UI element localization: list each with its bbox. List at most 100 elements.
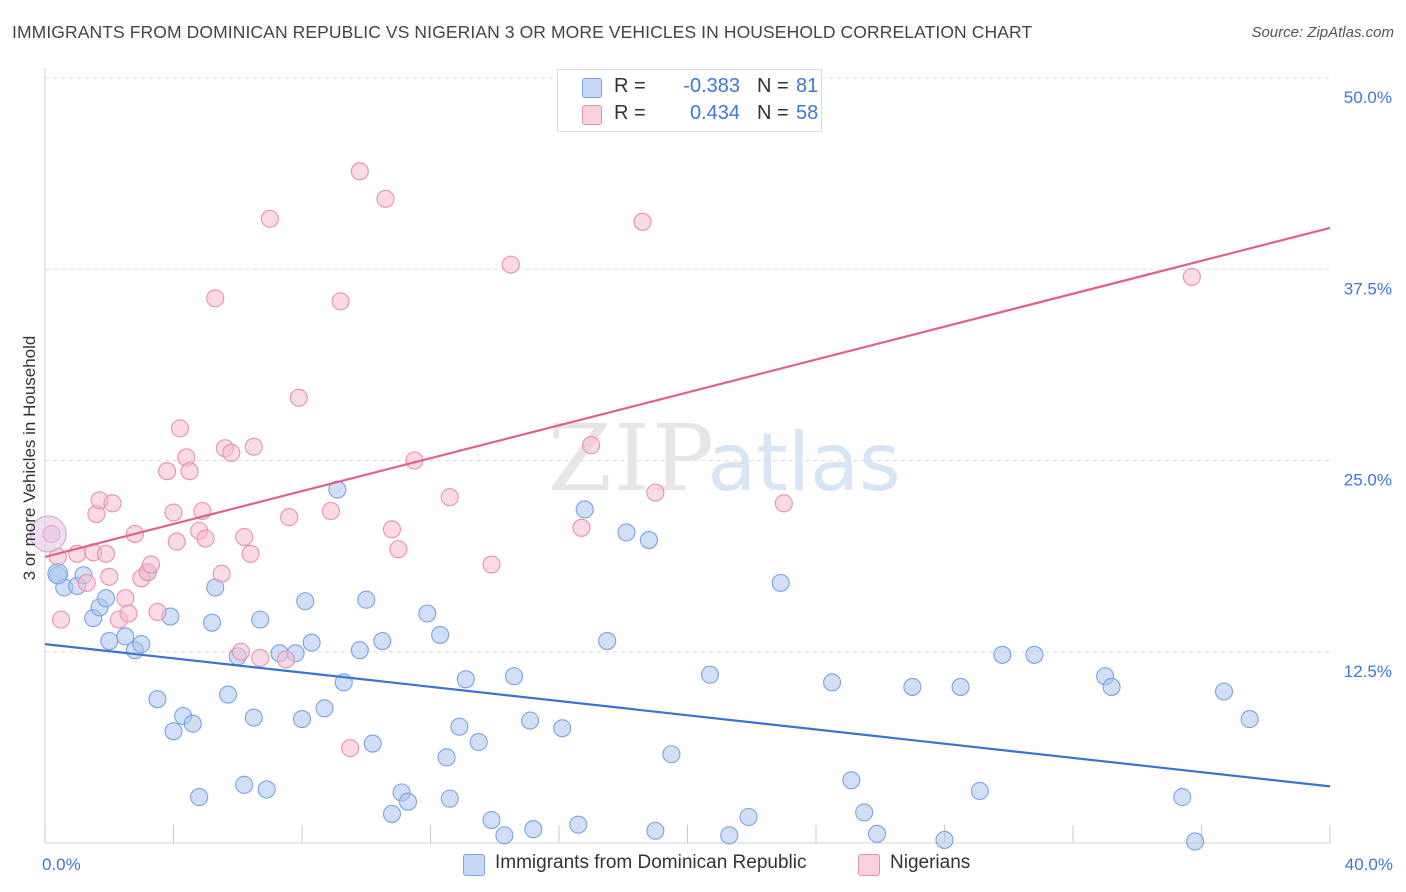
legend-label-dominican: Immigrants from Dominican Republic: [495, 852, 807, 873]
dominican-point: [418, 604, 437, 623]
dominican-point: [47, 563, 69, 585]
nigerian-trend-line: [44, 226, 1331, 558]
dominican-point: [771, 573, 790, 592]
dominican-point: [100, 631, 119, 651]
legend-n-label: N =: [757, 75, 789, 97]
nigerian-point: [331, 292, 350, 311]
dominican-point: [739, 807, 758, 827]
x-tick-label: 0.0%: [42, 855, 81, 874]
dominican-point: [482, 810, 501, 830]
nigerian-point: [382, 520, 402, 539]
dominican-point: [257, 780, 276, 799]
dominican-point: [1173, 788, 1192, 807]
watermark: ZIP atlas: [548, 405, 901, 512]
dominican-point: [315, 699, 334, 718]
nigerian-point: [260, 209, 279, 228]
correlation-legend: R = -0.383 N = 81 R = 0.434 N = 58: [557, 69, 822, 132]
nigerian-point: [235, 527, 254, 547]
dominican-point: [183, 714, 202, 733]
nigerian-point: [116, 589, 135, 608]
chart-title: IMMIGRANTS FROM DOMINICAN REPUBLIC VS NI…: [12, 22, 1033, 42]
nigerian-point: [141, 555, 161, 574]
dominican-point: [1240, 710, 1259, 729]
nigerian-point: [350, 162, 369, 181]
dominican-point: [504, 667, 524, 686]
nigerian-point: [633, 212, 652, 231]
dominican-point: [646, 821, 665, 840]
dominican-point: [450, 717, 469, 736]
nigerian-point: [440, 488, 459, 507]
nigerian-point: [148, 602, 167, 622]
dominican-point: [935, 830, 954, 849]
dominican-point: [244, 708, 263, 727]
dominican-point: [903, 677, 922, 696]
nigerian-point: [572, 518, 591, 537]
dominican-point: [398, 792, 418, 811]
dominican-point: [431, 625, 450, 644]
dominican-point: [823, 673, 842, 692]
dominican-point: [148, 690, 167, 709]
nigerian-point: [321, 501, 340, 521]
watermark-atlas: atlas: [707, 416, 900, 509]
nigerian-point: [241, 544, 260, 563]
dominican-point: [116, 627, 135, 646]
dominican-point: [1025, 645, 1044, 664]
y-axis-label: 3 or more Vehicles in Household: [20, 335, 39, 581]
y-tick-label: 50.0%: [1344, 88, 1392, 107]
dominican-point: [855, 803, 874, 822]
dominican-point: [553, 719, 572, 738]
nigerian-point: [244, 437, 263, 456]
nigerian-point: [196, 529, 215, 548]
nigerian-point: [231, 642, 251, 661]
nigerian-point: [167, 532, 186, 551]
dominican-point: [524, 820, 543, 839]
dominican-point: [720, 826, 739, 845]
dominican-point: [96, 589, 116, 608]
nigerian-point: [582, 436, 601, 455]
grid-lines: [45, 77, 1330, 653]
trend-lines: [44, 226, 1331, 788]
nigerian-point: [774, 494, 793, 513]
nigerian-point: [376, 189, 395, 208]
dominican-point: [219, 685, 238, 704]
legend-swatch-nigerian: [858, 854, 880, 876]
dominican-point: [951, 677, 970, 696]
dominican-point: [970, 781, 989, 801]
watermark-zip: ZIP: [548, 405, 716, 512]
nigerian-point: [341, 739, 360, 758]
x-tick-label: 40.0%: [1345, 855, 1393, 874]
legend-swatch-dominican: [463, 854, 485, 876]
dominican-point: [437, 748, 456, 767]
nigerian-point: [280, 508, 299, 527]
y-tick-label: 12.5%: [1344, 662, 1392, 681]
legend-r-value: -0.383: [683, 75, 740, 97]
dominican-point: [357, 590, 376, 609]
nigerian-point: [212, 564, 231, 583]
dominican-point: [495, 826, 514, 845]
dominican-point: [1214, 682, 1234, 701]
axes: [44, 68, 1331, 844]
dominican-point: [251, 610, 270, 629]
nigerian-point: [646, 483, 665, 502]
dominican-point: [190, 788, 209, 807]
data-points: [29, 162, 1259, 851]
dominican-point: [598, 631, 617, 651]
nigerian-point: [206, 289, 225, 308]
dominican-point: [373, 631, 392, 651]
dominican-point: [1186, 832, 1205, 851]
legend-n-value: 81: [796, 75, 819, 97]
nigerian-point: [103, 494, 122, 513]
nigerian-point: [96, 544, 116, 563]
legend-r-value: 0.434: [689, 102, 740, 124]
dominican-point: [469, 732, 488, 752]
legend-swatch-dominican: [582, 78, 602, 98]
y-tick-label: 25.0%: [1344, 471, 1392, 490]
nigerian-point: [1182, 267, 1201, 286]
x-tick-labels: 0.0% 40.0%: [42, 855, 1393, 874]
dominican-point: [521, 711, 540, 730]
nigerian-point: [77, 573, 96, 592]
dominican-point: [296, 592, 315, 611]
cluster-point: [29, 515, 67, 553]
dominican-point: [302, 633, 321, 652]
y-tick-label: 37.5%: [1344, 279, 1392, 298]
